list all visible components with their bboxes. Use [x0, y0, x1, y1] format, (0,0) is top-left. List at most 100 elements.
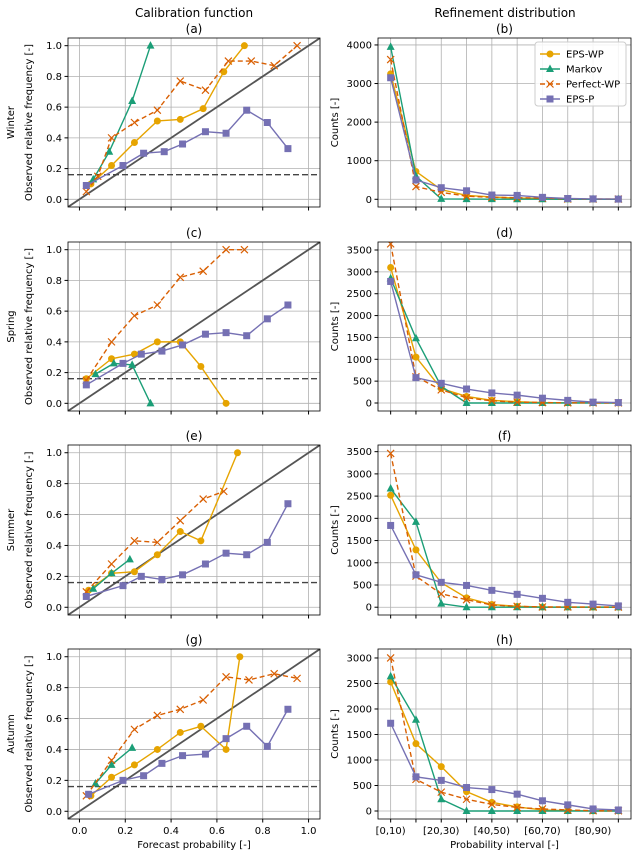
data-point	[463, 385, 471, 393]
y-tick-label: 1.0	[46, 245, 62, 256]
series-eps-p	[387, 277, 622, 407]
y-tick-label: 0.2	[46, 572, 62, 583]
data-point	[222, 399, 230, 407]
data-point	[243, 106, 251, 114]
series-line	[88, 708, 289, 795]
row-label: Autumn	[6, 714, 17, 754]
y-tick-label: 0.8	[46, 276, 62, 287]
data-point	[222, 129, 230, 137]
data-point	[462, 194, 471, 203]
data-point	[176, 273, 185, 282]
data-point	[105, 147, 114, 155]
data-point	[412, 773, 420, 781]
series-line	[389, 243, 619, 404]
legend: EPS-WP Markov Perfect-WP EPS-P	[534, 41, 627, 107]
data-point	[487, 396, 496, 405]
data-point	[153, 301, 162, 309]
row-label: Spring	[6, 310, 17, 342]
data-point	[437, 194, 446, 202]
y-tick-label: 3000	[347, 267, 372, 278]
x-tick-label: 0.2	[117, 826, 133, 837]
data-point	[513, 790, 521, 798]
data-point	[153, 711, 162, 720]
data-point	[387, 263, 395, 271]
data-point	[236, 653, 244, 661]
series-line	[390, 278, 619, 404]
y-tick-label: 0.0	[46, 195, 62, 206]
data-point	[437, 794, 446, 803]
data-point	[107, 337, 116, 346]
data-point	[513, 391, 521, 399]
y-tick-label: 2000	[347, 311, 372, 322]
data-point	[222, 735, 230, 743]
data-point	[412, 374, 420, 382]
plot-area	[386, 449, 623, 612]
series-line	[85, 45, 298, 193]
data-point	[411, 715, 420, 723]
series-eps-p	[387, 74, 622, 203]
axes-frame	[67, 241, 321, 412]
panel-label: (h)	[496, 633, 513, 647]
series-eps-wp	[87, 653, 244, 800]
y-tick-label: 0.8	[46, 479, 62, 490]
panel-label: (a)	[186, 22, 203, 36]
y-tick-label: 0	[366, 195, 372, 206]
data-point	[412, 353, 420, 361]
y-tick-label: 2000	[347, 704, 372, 715]
data-point	[387, 491, 395, 499]
column-title-refinement: Refinement distribution	[434, 6, 575, 20]
series-line	[92, 45, 152, 180]
data-point	[130, 761, 138, 769]
data-point	[153, 106, 162, 115]
y-tick-label: 0	[366, 399, 372, 410]
legend-entry: EPS-P	[540, 95, 594, 106]
series-line	[389, 59, 619, 200]
data-point	[462, 398, 471, 407]
y-tick-label: 0.2	[46, 368, 62, 379]
data-point	[488, 191, 496, 199]
series-perfect-wp	[82, 487, 228, 596]
data-point	[179, 571, 187, 579]
data-point	[201, 86, 210, 95]
data-point	[234, 449, 242, 457]
data-point	[513, 803, 522, 812]
data-point	[564, 598, 572, 606]
data-point	[412, 182, 420, 191]
series-eps-wp	[387, 678, 622, 815]
data-point	[284, 145, 292, 153]
x-tick-label: [0,10)	[376, 826, 406, 837]
data-point	[140, 149, 148, 157]
series-perfect-wp	[82, 245, 249, 385]
series-line	[90, 656, 241, 797]
data-point	[546, 50, 554, 58]
axes-frame	[377, 37, 632, 208]
data-point	[386, 449, 395, 458]
data-point	[386, 42, 395, 50]
data-point	[82, 381, 90, 389]
data-point	[589, 805, 597, 813]
series-line	[390, 525, 619, 607]
data-point	[107, 133, 116, 142]
y-tick-label: 2000	[347, 118, 372, 129]
data-point	[589, 195, 597, 203]
data-point	[137, 572, 145, 580]
data-point	[91, 778, 100, 787]
data-point	[513, 398, 522, 407]
panel-c: 0.0 0.2 0.4 0.6 0.8 1.0 (c) Observed relative f…	[6, 226, 321, 415]
y-tick-label: 1500	[347, 333, 372, 344]
data-point	[412, 176, 420, 184]
plot-area	[386, 242, 623, 407]
data-point	[130, 138, 138, 146]
x-tick-label: [40,50)	[474, 826, 511, 837]
axes-frame	[67, 444, 321, 616]
legend-label: Perfect-WP	[566, 80, 620, 91]
panel-f: 0 500 1000 1500 2000 2500 3000 3500 (f) Counts [-…	[330, 429, 632, 619]
data-point	[222, 549, 230, 557]
data-point	[176, 705, 185, 714]
series-eps-wp	[85, 449, 242, 594]
data-point	[176, 77, 185, 85]
data-point	[107, 568, 116, 577]
data-point	[614, 399, 622, 407]
y-tick-label: 2500	[347, 492, 372, 503]
y-tick-label: 0.4	[46, 337, 62, 348]
